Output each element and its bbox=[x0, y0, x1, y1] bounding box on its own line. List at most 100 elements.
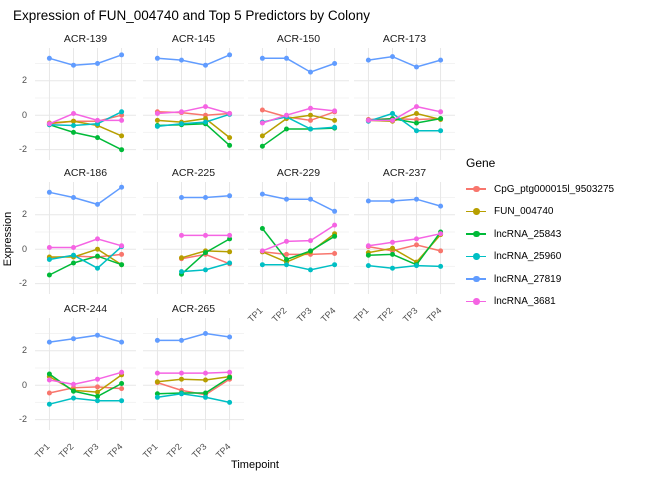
y-tick-label: 2 bbox=[21, 209, 27, 220]
series-lncRNA_27819 bbox=[46, 52, 125, 68]
series-lncRNA_25960 bbox=[365, 263, 444, 271]
y-tick-label: -2 bbox=[18, 414, 27, 425]
legend-item-lncRNA_3681: lncRNA_3681 bbox=[466, 291, 614, 314]
y-tick-label: -2 bbox=[18, 278, 27, 289]
series-lncRNA_3681 bbox=[46, 236, 125, 250]
x-tick-label: TP4 bbox=[105, 441, 125, 461]
series-lncRNA_25960 bbox=[365, 111, 444, 134]
legend-item-FUN_004740: FUN_004740 bbox=[466, 201, 614, 224]
series-FUN_004740 bbox=[259, 112, 338, 139]
series-lncRNA_25960 bbox=[179, 260, 233, 275]
legend-label: lncRNA_25843 bbox=[494, 228, 562, 240]
facet-title: ACR-229 bbox=[276, 167, 321, 179]
facet-title: ACR-173 bbox=[382, 33, 427, 45]
x-tick-label: TP2 bbox=[165, 441, 185, 461]
x-tick-label: TP1 bbox=[33, 441, 52, 461]
x-tick-label: TP4 bbox=[318, 305, 338, 325]
series-lncRNA_25960 bbox=[46, 109, 125, 128]
legend-label: lncRNA_25960 bbox=[494, 251, 562, 263]
x-tick-label: TP2 bbox=[270, 305, 290, 325]
series-lncRNA_3681 bbox=[365, 104, 444, 123]
facet-title: ACR-265 bbox=[171, 303, 216, 315]
facet-title: ACR-237 bbox=[382, 167, 427, 179]
series-lncRNA_27819 bbox=[365, 196, 444, 209]
series-lncRNA_3681 bbox=[179, 232, 233, 238]
facet-ACR-139: ACR-139 bbox=[35, 33, 136, 160]
facet-panel-ACR-265 bbox=[143, 318, 244, 430]
facet-panel-ACR-237 bbox=[354, 182, 455, 294]
series-lncRNA_27819 bbox=[365, 54, 444, 70]
series-lncRNA_27819 bbox=[46, 184, 125, 207]
x-tick-label: TP3 bbox=[294, 305, 314, 325]
facet-panel-ACR-244 bbox=[35, 318, 136, 430]
legend-item-lncRNA_27819: lncRNA_27819 bbox=[466, 268, 614, 291]
facet-ACR-265: ACR-265 bbox=[143, 303, 244, 430]
x-axis-title: Timepoint bbox=[231, 459, 279, 471]
facet-ACR-186: ACR-186 bbox=[35, 167, 136, 294]
series-lncRNA_25843 bbox=[46, 122, 125, 153]
legend-items: CpG_ptg000015l_9503275 FUN_004740 lncRNA_2… bbox=[466, 178, 614, 313]
series-lncRNA_3681 bbox=[154, 104, 233, 116]
facet-ACR-145: ACR-145 bbox=[143, 33, 244, 160]
series-lncRNA_25960 bbox=[46, 244, 125, 271]
facet-ACR-173: ACR-173 bbox=[354, 33, 455, 160]
legend-title: Gene bbox=[466, 156, 496, 170]
legend-key-icon bbox=[466, 250, 486, 264]
legend-key-icon bbox=[466, 227, 486, 241]
legend-item-CpG_ptg000015l_9503275: CpG_ptg000015l_9503275 bbox=[466, 178, 614, 201]
facet-title: ACR-139 bbox=[63, 33, 108, 45]
legend-key-icon bbox=[466, 182, 486, 196]
series-lncRNA_3681 bbox=[259, 105, 338, 126]
y-tick-label: 2 bbox=[21, 75, 27, 86]
facet-title: ACR-225 bbox=[171, 167, 216, 179]
legend-item-lncRNA_25843: lncRNA_25843 bbox=[466, 223, 614, 246]
legend-key-icon bbox=[466, 295, 486, 309]
facet-panel-ACR-229 bbox=[248, 182, 349, 294]
series-lncRNA_3681 bbox=[46, 111, 125, 127]
legend-label: lncRNA_27819 bbox=[494, 273, 562, 285]
y-tick-label: 0 bbox=[21, 379, 27, 390]
x-tick-label: TP4 bbox=[424, 305, 444, 325]
x-tick-label: TP3 bbox=[81, 441, 101, 461]
facet-panel-ACR-145 bbox=[143, 48, 244, 160]
facet-panel-ACR-173 bbox=[354, 48, 455, 160]
series-lncRNA_3681 bbox=[365, 231, 444, 249]
facet-title: ACR-244 bbox=[63, 303, 108, 315]
facet-ACR-244: ACR-244 bbox=[35, 303, 136, 430]
y-tick-label: -2 bbox=[18, 144, 27, 155]
legend-label: CpG_ptg000015l_9503275 bbox=[494, 183, 615, 195]
series-lncRNA_25960 bbox=[154, 391, 233, 405]
x-tick-label: TP1 bbox=[141, 441, 160, 461]
series-lncRNA_27819 bbox=[259, 191, 338, 214]
facet-ACR-237: ACR-237 bbox=[354, 167, 455, 294]
series-lncRNA_3681 bbox=[154, 369, 233, 376]
x-tick-label: TP1 bbox=[352, 305, 371, 325]
x-tick-label: TP2 bbox=[57, 441, 77, 461]
legend-item-lncRNA_25960: lncRNA_25960 bbox=[466, 246, 614, 269]
y-tick-label: 0 bbox=[21, 243, 27, 254]
y-tick-label: 2 bbox=[21, 345, 27, 356]
legend-key-icon bbox=[466, 205, 486, 219]
series-lncRNA_25960 bbox=[46, 395, 125, 407]
facet-ACR-150: ACR-150 bbox=[248, 33, 349, 160]
series-lncRNA_27819 bbox=[179, 193, 233, 200]
x-tick-label: TP3 bbox=[400, 305, 420, 325]
series-lncRNA_27819 bbox=[154, 331, 233, 343]
series-lncRNA_27819 bbox=[46, 332, 125, 345]
series-lncRNA_3681 bbox=[46, 369, 125, 387]
series-lncRNA_27819 bbox=[259, 55, 338, 75]
series-lncRNA_25960 bbox=[154, 111, 233, 129]
series-lncRNA_25843 bbox=[259, 226, 338, 262]
facet-title: ACR-186 bbox=[63, 167, 108, 179]
facet-panel-ACR-150 bbox=[248, 48, 349, 160]
facet-panel-ACR-139 bbox=[35, 48, 136, 160]
x-tick-label: TP2 bbox=[376, 305, 396, 325]
facet-panel-ACR-186 bbox=[35, 182, 136, 294]
legend-label: FUN_004740 bbox=[494, 206, 554, 218]
facet-panel-ACR-225 bbox=[143, 182, 244, 294]
plot-title: Expression of FUN_004740 and Top 5 Predi… bbox=[13, 8, 370, 23]
facet-ACR-225: ACR-225 bbox=[143, 167, 244, 294]
series-lncRNA_25843 bbox=[46, 253, 125, 278]
